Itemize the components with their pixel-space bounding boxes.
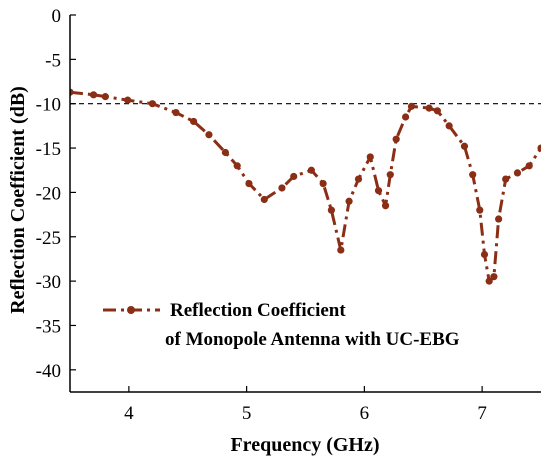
y-tick-label: -5 xyxy=(45,50,61,71)
data-point xyxy=(401,113,410,121)
data-point xyxy=(425,104,433,112)
y-tick-label: -40 xyxy=(36,361,61,382)
y-tick-label: -10 xyxy=(36,95,61,116)
data-point xyxy=(525,162,533,170)
data-point xyxy=(148,100,157,108)
data-point xyxy=(101,93,109,101)
data-point xyxy=(260,195,268,204)
data-point xyxy=(319,179,327,188)
y-tick-label: -30 xyxy=(36,272,61,293)
y-tick-label: -25 xyxy=(36,228,61,249)
plot-area xyxy=(70,15,541,392)
data-point xyxy=(366,153,374,161)
y-axis-title: Reflection Coefficient (dB) xyxy=(7,86,29,314)
data-point xyxy=(513,169,522,177)
data-point xyxy=(407,102,416,110)
data-point xyxy=(433,107,441,115)
data-point xyxy=(345,197,353,205)
data-point xyxy=(374,187,383,195)
data-point xyxy=(386,171,394,179)
data-point xyxy=(124,96,132,104)
data-point xyxy=(290,172,298,181)
x-tick-label: 4 xyxy=(124,403,134,424)
y-tick-label: 0 xyxy=(52,6,62,27)
legend: Reflection Coefficient of Monopole Anten… xyxy=(103,300,460,350)
data-point xyxy=(233,162,241,170)
data-point xyxy=(495,215,503,223)
data-point xyxy=(485,277,493,285)
data-point xyxy=(327,206,336,214)
legend-marker xyxy=(127,306,135,314)
y-tick-label: -35 xyxy=(36,316,61,337)
x-tick-label: 5 xyxy=(242,403,252,424)
data-point xyxy=(172,108,180,117)
data-point xyxy=(278,184,286,192)
data-point xyxy=(70,88,74,96)
y-tick-label: -15 xyxy=(36,139,61,160)
data-point xyxy=(445,122,453,130)
data-point xyxy=(307,166,315,174)
data-point xyxy=(502,175,510,183)
x-tick-label: 6 xyxy=(360,403,370,424)
data-point xyxy=(89,91,98,99)
data-point xyxy=(469,171,477,179)
data-point xyxy=(476,206,484,214)
legend-label-line2: of Monopole Antenna with UC-EBG xyxy=(165,329,460,350)
x-axis-title: Frequency (GHz) xyxy=(230,434,379,456)
data-point xyxy=(337,246,345,254)
data-point xyxy=(490,273,498,281)
data-point xyxy=(381,202,390,210)
y-tick-label: -20 xyxy=(36,183,61,204)
data-point xyxy=(245,179,253,188)
data-point xyxy=(537,144,541,152)
data-point xyxy=(221,148,230,157)
data-point xyxy=(480,250,489,259)
data-point xyxy=(392,135,400,143)
data-point xyxy=(460,142,469,150)
x-tick-label: 7 xyxy=(477,403,487,424)
data-point xyxy=(354,175,363,183)
data-point xyxy=(190,117,198,126)
data-point xyxy=(205,131,213,139)
legend-label-line1: Reflection Coefficient xyxy=(170,300,346,321)
